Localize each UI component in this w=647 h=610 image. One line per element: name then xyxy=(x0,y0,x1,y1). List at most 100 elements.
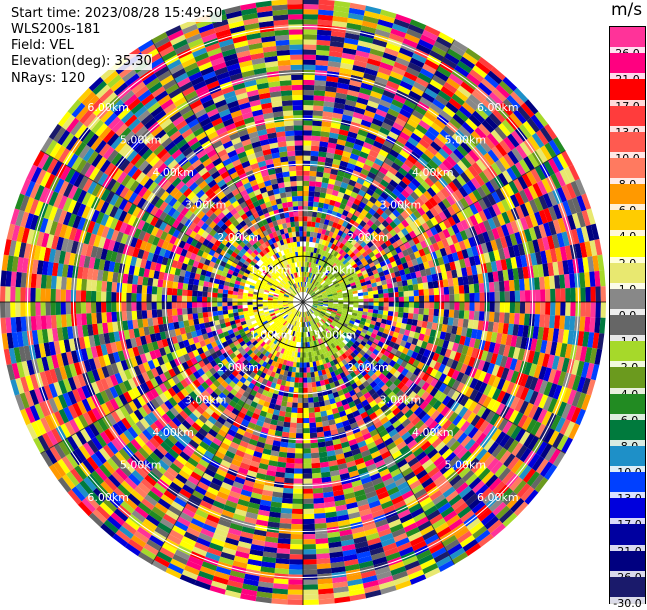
velocity-gate xyxy=(310,145,320,152)
velocity-gate xyxy=(303,201,309,207)
velocity-gate xyxy=(192,284,199,291)
velocity-gate xyxy=(452,317,459,327)
velocity-gate xyxy=(294,377,300,383)
velocity-gate xyxy=(333,352,339,359)
velocity-gate xyxy=(292,273,296,279)
velocity-gate xyxy=(293,483,303,489)
velocity-gate xyxy=(289,274,293,280)
velocity-gate xyxy=(290,293,295,297)
velocity-gate xyxy=(280,267,286,273)
velocity-gate xyxy=(293,356,298,363)
velocity-gate xyxy=(277,303,283,305)
velocity-gate xyxy=(312,273,316,279)
velocity-gate xyxy=(433,287,440,296)
velocity-gate xyxy=(252,306,259,310)
velocity-gate xyxy=(351,284,357,289)
velocity-gate xyxy=(350,282,356,287)
velocity-gate xyxy=(298,326,301,333)
velocity-gate xyxy=(282,303,289,306)
velocity-gate xyxy=(277,298,284,300)
velocity-gate xyxy=(453,285,460,295)
velocity-gate xyxy=(318,313,324,318)
velocity-gate xyxy=(297,287,300,293)
velocity-gate xyxy=(290,268,294,274)
velocity-gate xyxy=(288,340,293,346)
velocity-gate xyxy=(292,236,297,243)
velocity-gate xyxy=(171,288,178,296)
velocity-gate xyxy=(328,344,334,351)
velocity-gate xyxy=(277,251,283,258)
velocity-gate xyxy=(202,302,208,308)
velocity-gate xyxy=(303,397,309,403)
velocity-gate xyxy=(242,307,249,312)
velocity-gate xyxy=(284,125,295,132)
velocity-gate xyxy=(315,317,320,322)
velocity-gate xyxy=(288,298,294,300)
velocity-gate xyxy=(382,310,389,316)
velocity-gate xyxy=(272,282,278,287)
velocity-gate xyxy=(343,269,350,275)
velocity-gate xyxy=(286,317,291,322)
velocity-gate xyxy=(281,244,286,251)
velocity-gate xyxy=(278,294,284,297)
velocity-gate xyxy=(248,309,254,314)
velocity-gate xyxy=(186,295,193,302)
velocity-gate xyxy=(270,268,276,274)
velocity-gate xyxy=(295,277,298,283)
velocity-gate xyxy=(280,156,289,163)
velocity-gate xyxy=(256,253,263,260)
velocity-gate xyxy=(323,323,328,329)
velocity-gate xyxy=(300,337,303,343)
velocity-gate xyxy=(324,286,330,291)
velocity-gate xyxy=(293,241,298,248)
velocity-gate xyxy=(303,100,314,106)
velocity-gate xyxy=(251,320,257,325)
velocity-gate xyxy=(314,310,320,315)
velocity-gate xyxy=(320,244,325,251)
velocity-gate xyxy=(296,180,303,187)
velocity-gate xyxy=(277,329,283,335)
velocity-gate xyxy=(329,274,335,280)
velocity-gate xyxy=(314,323,319,329)
velocity-gate xyxy=(306,266,309,273)
velocity-gate xyxy=(317,436,326,443)
velocity-gate xyxy=(310,371,315,378)
velocity-gate xyxy=(335,324,342,329)
velocity-gate xyxy=(282,492,293,499)
velocity-gate xyxy=(312,319,316,325)
velocity-gate xyxy=(304,281,307,288)
velocity-gate xyxy=(264,252,271,259)
velocity-gate xyxy=(297,347,301,353)
velocity-gate xyxy=(333,346,339,353)
velocity-gate xyxy=(321,261,326,268)
velocity-gate xyxy=(318,400,326,407)
velocity-gate xyxy=(280,331,286,337)
velocity-gate xyxy=(378,302,384,307)
velocity-gate xyxy=(498,312,505,324)
velocity-gate xyxy=(312,305,318,309)
velocity-gate xyxy=(292,278,296,284)
velocity-gate xyxy=(303,433,311,439)
velocity-gate xyxy=(316,248,321,254)
velocity-gate xyxy=(286,310,291,314)
velocity-gate xyxy=(259,333,266,340)
velocity-gate xyxy=(315,264,320,270)
velocity-gate xyxy=(342,292,348,296)
velocity-gate xyxy=(434,302,440,310)
velocity-gate xyxy=(298,211,303,217)
velocity-gate xyxy=(332,319,338,325)
velocity-gate xyxy=(291,226,296,233)
velocity-gate xyxy=(281,431,290,438)
velocity-gate xyxy=(356,286,363,291)
velocity-gate xyxy=(284,416,291,423)
velocity-gate xyxy=(318,202,324,209)
velocity-gate xyxy=(337,307,343,311)
velocity-gate xyxy=(323,329,329,335)
velocity-gate xyxy=(323,275,328,281)
velocity-gate xyxy=(316,283,321,288)
velocity-gate xyxy=(291,247,296,253)
velocity-gate xyxy=(444,294,450,302)
velocity-gate xyxy=(303,251,306,257)
velocity-gate xyxy=(303,312,305,318)
velocity-gate xyxy=(303,216,308,222)
